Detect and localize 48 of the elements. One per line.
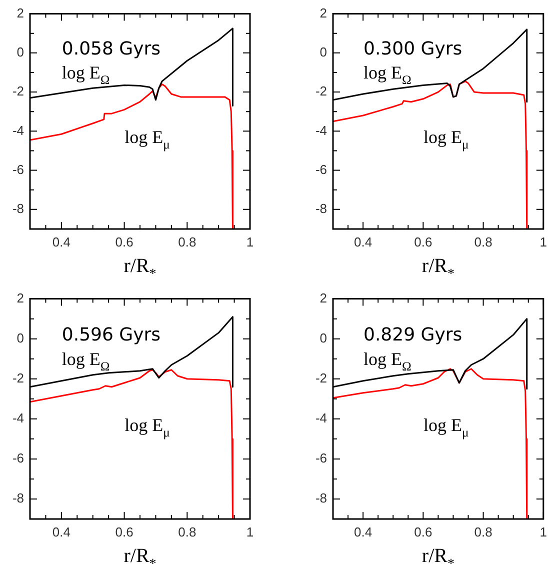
y-tick-label: -8 [12, 490, 24, 506]
y-tick-label: -8 [315, 201, 327, 216]
x-tick-label: 1 [246, 234, 254, 250]
y-tick-label: 0 [16, 330, 24, 346]
y-tick-label: -2 [315, 84, 327, 99]
y-tick-label: -8 [315, 490, 327, 506]
y-tick-label: 2 [320, 5, 327, 20]
x-axis-title: r/R* [422, 545, 454, 572]
x-axis-title: r/R* [422, 255, 454, 282]
x-tick-label: 1 [246, 524, 254, 540]
x-axis-title: r/R* [124, 255, 156, 282]
x-tick-label: 0.8 [474, 524, 492, 540]
y-tick-label: 2 [16, 5, 24, 20]
y-tick-label: -6 [12, 450, 24, 466]
x-tick-label: 0.8 [178, 524, 196, 540]
x-tick-label: 0.4 [52, 524, 70, 540]
y-tick-label: -4 [315, 122, 327, 138]
x-tick-label: 0.4 [354, 524, 372, 540]
x-axis-title: r/R* [124, 545, 156, 572]
y-tick-label: 0 [320, 330, 327, 346]
y-tick-label: -6 [315, 162, 327, 177]
text: 0.300 Gyrs [364, 38, 462, 60]
x-tick-label: 0.4 [52, 234, 70, 250]
x-tick-label: 0.6 [115, 234, 134, 250]
y-tick-label: 0 [320, 44, 327, 60]
x-tick-label: 1 [540, 524, 547, 540]
y-tick-label: -2 [315, 370, 327, 386]
y-tick-label: -4 [315, 410, 327, 426]
x-tick-label: 1 [540, 234, 547, 250]
y-tick-label: -8 [12, 201, 24, 216]
text: 0.058 Gyrs [62, 38, 161, 60]
y-tick-label: -2 [12, 84, 24, 99]
x-tick-label: 0.8 [178, 234, 196, 250]
y-tick-label: -4 [12, 410, 24, 426]
y-tick-label: 2 [320, 290, 327, 306]
y-tick-label: -6 [315, 450, 327, 466]
text: 0.596 Gyrs [62, 324, 161, 346]
x-tick-label: 0.6 [414, 524, 432, 540]
x-tick-label: 0.8 [474, 234, 492, 250]
x-tick-label: 0.6 [414, 234, 432, 250]
y-tick-label: -6 [12, 162, 24, 177]
y-tick-label: 2 [16, 290, 24, 306]
y-tick-label: -4 [12, 122, 24, 138]
text: 0.829 Gyrs [364, 324, 462, 346]
x-tick-label: 0.4 [354, 234, 372, 250]
x-tick-label: 0.6 [115, 524, 134, 540]
y-tick-label: -2 [12, 370, 24, 386]
y-tick-label: 0 [16, 44, 24, 60]
